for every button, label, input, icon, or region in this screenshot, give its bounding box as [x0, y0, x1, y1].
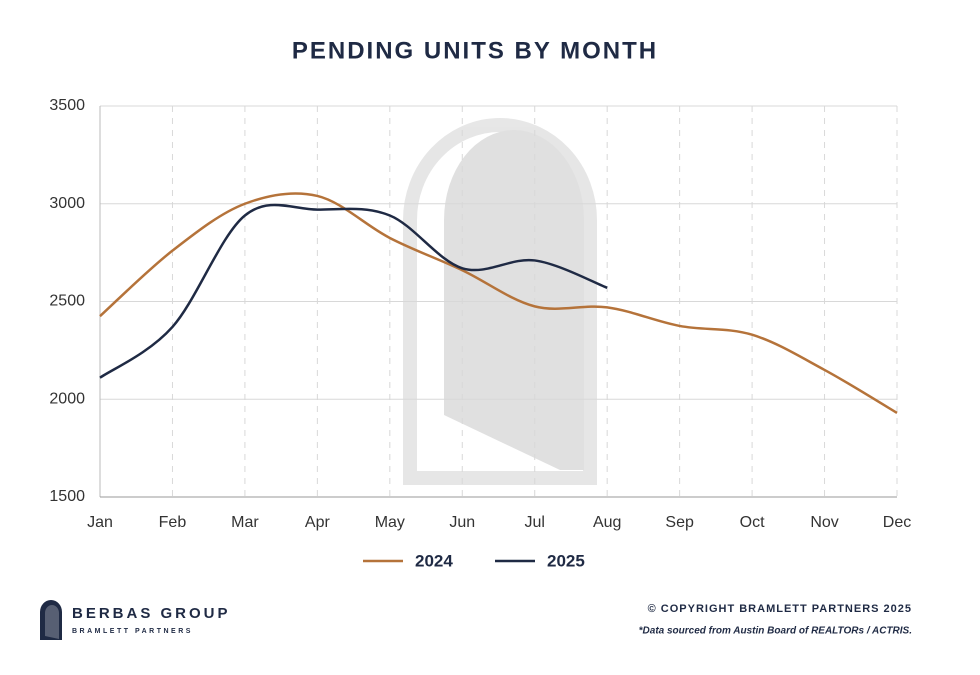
y-tick-label: 1500: [49, 488, 85, 505]
legend-label: 2024: [415, 551, 453, 570]
x-tick-label: Aug: [593, 514, 621, 531]
x-tick-label: May: [375, 514, 405, 531]
line-series: [99, 203, 608, 379]
x-tick-label: Feb: [159, 514, 187, 531]
y-tick-label: 2000: [49, 390, 85, 407]
logo-sub: BRAMLETT PARTNERS: [72, 628, 193, 635]
x-tick-label: Oct: [740, 514, 765, 531]
watermark: [403, 118, 597, 485]
source-note: *Data sourced from Austin Board of REALT…: [639, 626, 912, 637]
copyright: © COPYRIGHT BRAMLETT PARTNERS 2025: [648, 603, 912, 615]
x-tick-label: Dec: [883, 514, 911, 531]
x-tick-label: Sep: [665, 514, 694, 531]
x-tick-label: Jan: [87, 514, 113, 531]
chart-title: PENDING UNITS BY MONTH: [292, 37, 658, 64]
logo-name: BERBAS GROUP: [72, 605, 231, 622]
legend-label: 2025: [547, 551, 585, 570]
x-tick-label: Jul: [525, 514, 545, 531]
y-tick-label: 2500: [49, 293, 85, 310]
line-series: [99, 192, 898, 415]
y-tick-label: 3000: [49, 195, 85, 212]
x-tick-label: Mar: [231, 514, 259, 531]
x-tick-label: Nov: [810, 514, 838, 531]
y-tick-label: 3500: [49, 97, 85, 114]
x-tick-label: Apr: [305, 514, 331, 531]
logo: [40, 600, 62, 640]
x-tick-label: Jun: [449, 514, 475, 531]
